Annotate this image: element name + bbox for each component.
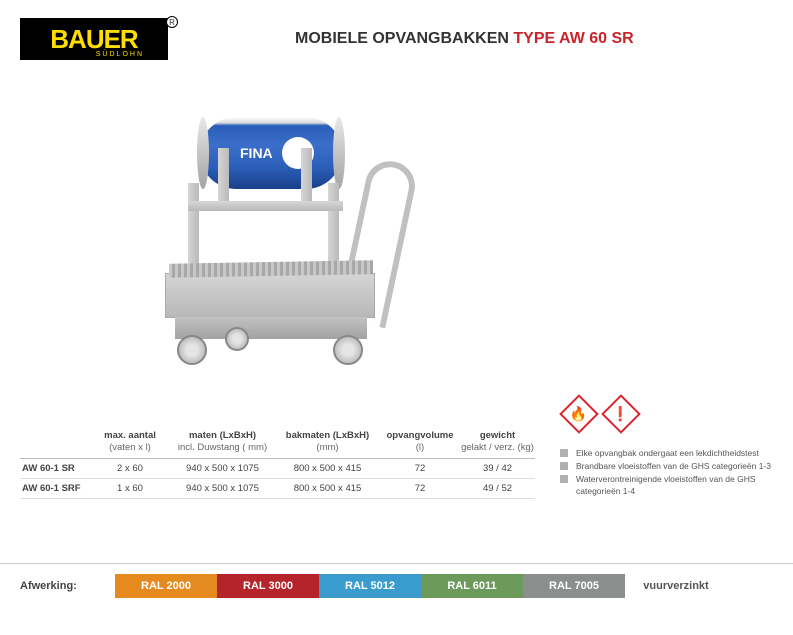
table-cell: 1 x 60 [90,483,170,494]
row-name: AW 60-1 SRF [20,483,90,494]
wheel-icon [177,335,207,365]
swatch-ral6011: RAL 6011 [421,574,523,598]
hazard-flammable-icon: 🔥 [560,395,598,433]
table-row: AW 60-1 SRF 1 x 60 940 x 500 x 1075 800 … [20,479,535,499]
wheel-icon [225,327,249,351]
title-part2: TYPE AW 60 SR [513,30,633,47]
swatch-ral3000: RAL 3000 [217,574,319,598]
col-header: gewicht [460,430,535,442]
table-cell: 39 / 42 [460,463,535,474]
brand-logo: BAUER SÜDLOHN R [20,18,175,66]
col-header: bakmaten (LxBxH) [275,430,380,442]
wheel-icon [333,335,363,365]
swatch-ral2000: RAL 2000 [115,574,217,598]
tray-grate [169,260,373,278]
title-part1: MOBIELE OPVANGBAKKEN [295,30,513,47]
table-cell: 800 x 500 x 415 [275,483,380,494]
bullet-item: Brandbare vloeistoffen van de GHS catego… [560,460,775,473]
spec-table: max. aantal(vaten x l) maten (LxBxH)incl… [20,430,535,499]
table-cell: 940 x 500 x 1075 [170,463,275,474]
footer: Afwerking: RAL 2000 RAL 3000 RAL 5012 RA… [0,563,793,598]
col-header: max. aantal [90,430,170,442]
tray [165,273,375,318]
table-cell: 49 / 52 [460,483,535,494]
table-cell: 72 [380,463,460,474]
finish-swatches: Afwerking: RAL 2000 RAL 3000 RAL 5012 RA… [0,574,793,598]
swatch-ral7005: RAL 7005 [523,574,625,598]
table-cell: 2 x 60 [90,463,170,474]
registered-icon: R [166,16,178,28]
swatch-vuurverzinkt: vuurverzinkt [625,574,727,598]
table-header: max. aantal(vaten x l) maten (LxBxH)incl… [20,430,535,459]
bullet-item: Waterverontreinigende vloeistoffen van d… [560,473,775,499]
product-image: FINA [135,95,405,375]
bullet-item: Elke opvangbak ondergaat een lekdichthei… [560,447,775,460]
cart-base [175,317,367,339]
barrel-label: FINA [240,145,273,161]
logo-text: BAUER [50,24,137,55]
logo-subtext: SÜDLOHN [96,51,144,58]
swatch-ral5012: RAL 5012 [319,574,421,598]
page-title: MOBIELE OPVANGBAKKEN TYPE AW 60 SR [295,30,634,48]
col-header: maten (LxBxH) [170,430,275,442]
table-cell: 940 x 500 x 1075 [170,483,275,494]
finish-label: Afwerking: [20,580,115,592]
hazard-icons: 🔥 ❗ [560,395,775,433]
table-row: AW 60-1 SR 2 x 60 940 x 500 x 1075 800 x… [20,459,535,479]
col-header: opvangvolume [380,430,460,442]
row-name: AW 60-1 SR [20,463,90,474]
table-cell: 72 [380,483,460,494]
hazard-info: 🔥 ❗ Elke opvangbak ondergaat een lekdich… [560,395,775,498]
hazard-irritant-icon: ❗ [602,395,640,433]
table-cell: 800 x 500 x 415 [275,463,380,474]
hazard-bullets: Elke opvangbak ondergaat een lekdichthei… [560,447,775,498]
